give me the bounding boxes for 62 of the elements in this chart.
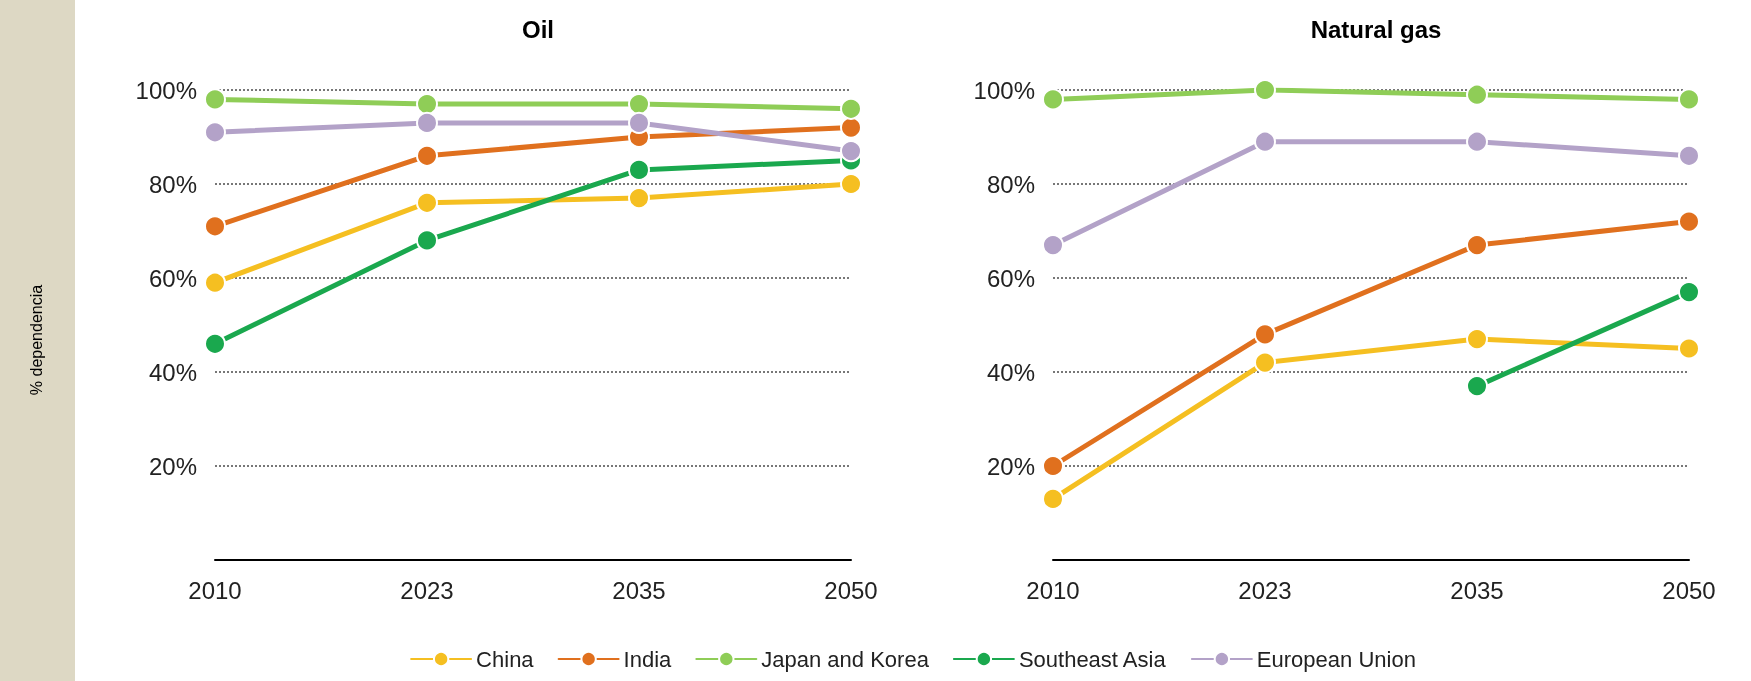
point <box>840 116 862 139</box>
point <box>1466 130 1488 153</box>
point <box>1042 455 1064 477</box>
point <box>204 271 226 294</box>
point <box>416 144 438 167</box>
point <box>416 229 438 252</box>
legend-label: India <box>623 646 673 672</box>
legend-label: Southeast Asia <box>1018 646 1167 672</box>
y-tick-label: 60% <box>986 264 1035 292</box>
point <box>1042 487 1064 510</box>
point <box>840 97 862 120</box>
point <box>1678 88 1700 111</box>
x-tick-label: 2010 <box>188 576 242 604</box>
y-tick-label: 80% <box>986 170 1035 198</box>
x-tick-label: 2035 <box>612 576 666 604</box>
y-tick-label: 100% <box>135 76 197 104</box>
point <box>204 215 226 238</box>
point <box>628 158 650 181</box>
point <box>1466 234 1488 257</box>
x-tick-label: 2035 <box>1450 576 1504 604</box>
y-tick-label: 40% <box>986 358 1035 386</box>
y-tick-label: 60% <box>148 264 197 292</box>
point <box>1678 337 1700 360</box>
point <box>1254 79 1276 101</box>
y-tick-label: 80% <box>148 170 197 198</box>
y-tick-label: 20% <box>148 452 197 480</box>
x-tick-label: 2050 <box>824 576 878 604</box>
point <box>840 140 862 163</box>
chart-title: Oil <box>521 15 555 43</box>
point <box>416 93 438 116</box>
point <box>628 111 650 134</box>
point <box>1254 323 1276 346</box>
y-axis-title: % dependencia <box>28 284 46 396</box>
point <box>628 187 650 210</box>
legend-label: China <box>476 646 535 672</box>
point <box>1466 328 1488 351</box>
point <box>840 173 862 195</box>
point <box>204 121 226 144</box>
point <box>1254 351 1276 374</box>
point <box>1678 144 1700 167</box>
legend-label: Japan and Korea <box>761 646 930 672</box>
point <box>1042 234 1064 257</box>
y-tick-label: 100% <box>973 76 1035 104</box>
x-tick-label: 2050 <box>1662 576 1716 604</box>
x-tick-label: 2023 <box>400 576 454 604</box>
point <box>204 332 226 355</box>
point <box>628 93 650 116</box>
chart-title: Natural gas <box>1310 15 1442 43</box>
point <box>1678 281 1700 304</box>
point <box>1466 375 1488 398</box>
x-tick-label: 2010 <box>1026 576 1080 604</box>
point <box>1678 210 1700 233</box>
point <box>416 191 438 214</box>
x-tick-label: 2023 <box>1238 576 1292 604</box>
y-tick-label: 40% <box>148 358 197 386</box>
legend-label: European Union <box>1256 646 1416 672</box>
point <box>204 88 226 111</box>
point <box>1466 83 1488 106</box>
point <box>416 111 438 134</box>
point <box>1254 130 1276 153</box>
point <box>1042 88 1064 111</box>
y-tick-label: 20% <box>986 452 1035 480</box>
